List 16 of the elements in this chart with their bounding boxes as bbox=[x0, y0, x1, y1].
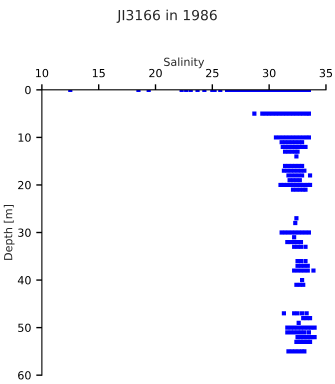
chart-title: JI3166 in 1986 bbox=[116, 10, 217, 23]
x-tick-label: 30 bbox=[262, 68, 276, 78]
x-tick-label: 35 bbox=[320, 68, 332, 78]
y-axis-title: Depth [m] bbox=[4, 205, 15, 260]
y-tick-label: 0 bbox=[25, 86, 31, 94]
x-axis-title: Salinity bbox=[164, 57, 204, 68]
y-tick-label: 20 bbox=[18, 180, 31, 190]
x-tick-label: 25 bbox=[206, 68, 218, 78]
x-tick-label: 15 bbox=[92, 69, 105, 78]
y-tick-label: 10 bbox=[18, 133, 31, 142]
x-tick-label: 20 bbox=[149, 68, 162, 78]
y-tick-label: 40 bbox=[18, 276, 31, 284]
y-tick-label: 50 bbox=[18, 324, 31, 332]
y-tick-label: 60 bbox=[18, 371, 31, 380]
y-tick-label: 30 bbox=[18, 228, 31, 237]
x-tick-label: 10 bbox=[36, 68, 48, 78]
